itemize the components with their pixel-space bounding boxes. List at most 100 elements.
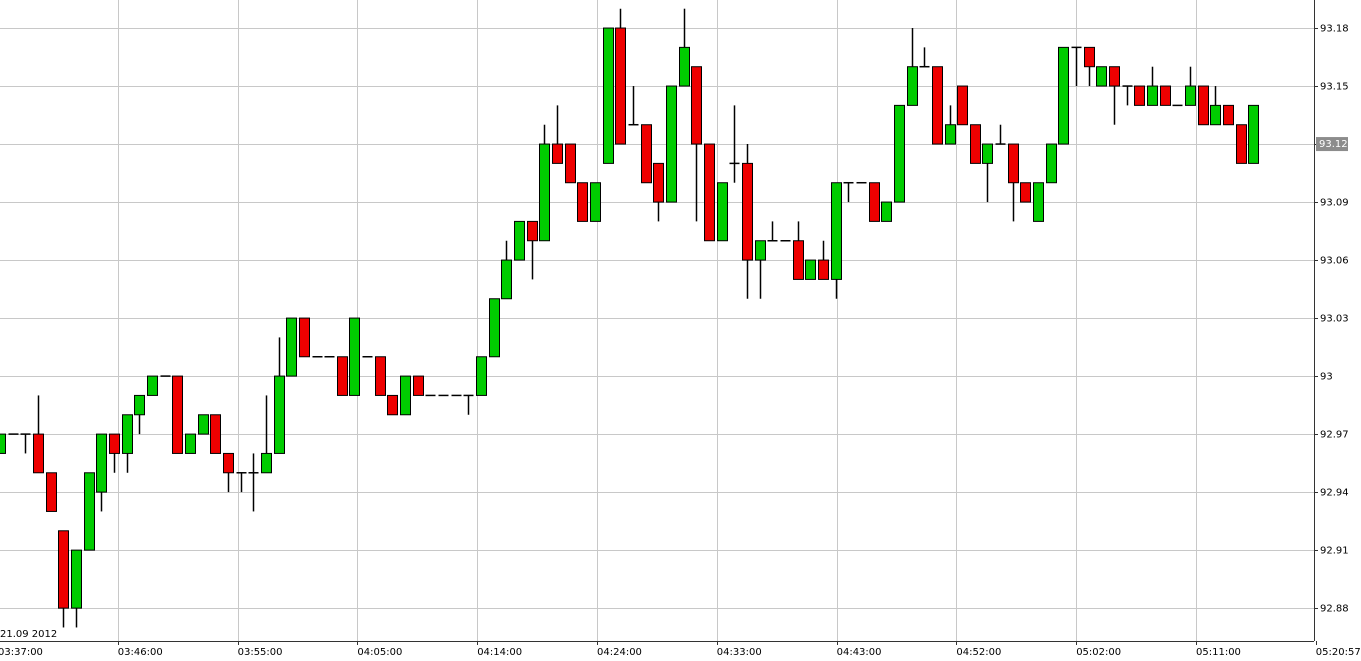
candle-body: [1198, 85, 1209, 126]
y-tick-label: 92.88: [1320, 604, 1349, 615]
candle-body: [1084, 46, 1095, 68]
candle-body: [1248, 104, 1259, 164]
candle-body: [666, 85, 677, 203]
candle-body: [96, 433, 107, 493]
y-tick-label: 92.94: [1320, 488, 1349, 499]
candle-body: [1033, 182, 1044, 222]
candle-body: [1134, 85, 1145, 106]
candle-body: [223, 452, 234, 474]
candle-body: [84, 472, 95, 551]
x-tick-label: 04:05:00: [357, 647, 402, 658]
candle-body: [577, 182, 588, 222]
x-tick-label: 04:14:00: [477, 647, 522, 658]
candle-body: [1008, 143, 1019, 184]
candle-body: [185, 433, 196, 454]
candle-body: [755, 240, 766, 261]
candle-body: [552, 143, 563, 164]
candle-body: [717, 182, 728, 242]
candle-body: [742, 162, 753, 261]
candle-body: [539, 143, 550, 242]
candle-body: [514, 220, 525, 261]
candle-body: [413, 375, 424, 396]
candle-body: [58, 530, 69, 609]
y-tick-label: 92.91: [1320, 546, 1349, 557]
candle-body: [337, 356, 348, 396]
candle-body: [527, 220, 538, 242]
candle-body: [274, 375, 285, 454]
candle-body: [831, 182, 842, 280]
candle-body: [134, 394, 145, 416]
candle-body: [1210, 104, 1221, 126]
candle-body: [286, 317, 297, 377]
candle-body: [894, 104, 905, 203]
candle-body: [641, 124, 652, 184]
candle-body: [1147, 85, 1158, 106]
y-tick-label: 93.18: [1320, 24, 1349, 35]
candle-body: [907, 66, 918, 106]
candle-body: [881, 201, 892, 222]
last-price-label: 93.12: [1319, 139, 1348, 150]
x-tick-label: 03:46:00: [118, 647, 163, 658]
candle-body: [1160, 85, 1171, 106]
candle-body: [653, 162, 664, 203]
candle-body: [261, 452, 272, 474]
x-tick-label: 05:02:00: [1076, 647, 1121, 658]
candle-body: [147, 375, 158, 396]
x-tick-label: 04:52:00: [956, 647, 1001, 658]
x-tick-label: 03:37:00: [0, 647, 43, 658]
x-tick-label: 05:11:00: [1196, 647, 1241, 658]
candle-body: [590, 182, 601, 222]
x-tick-label: 04:43:00: [837, 647, 882, 658]
candle-body: [210, 414, 221, 454]
candle-body: [982, 143, 993, 164]
date-label: 21.09 2012: [0, 629, 57, 640]
candle-body: [615, 27, 626, 145]
candle-body: [33, 433, 44, 474]
candle-body: [970, 124, 981, 164]
candle-body: [0, 433, 6, 454]
candle-body: [299, 317, 310, 358]
candle-body: [1223, 104, 1234, 126]
candle-body: [1109, 66, 1120, 87]
candle-body: [387, 394, 398, 416]
y-tick-label: 92.97: [1320, 430, 1349, 441]
candle-body: [679, 46, 690, 87]
candle-body: [476, 356, 487, 396]
candle-body: [1020, 182, 1031, 203]
candle-body: [46, 472, 57, 512]
candle-body: [1046, 143, 1057, 184]
candle-body: [704, 143, 715, 242]
candle-body: [172, 375, 183, 454]
candle-body: [489, 298, 500, 358]
candle-body: [400, 375, 411, 416]
y-tick-label: 93.06: [1320, 256, 1349, 267]
candle-body: [1236, 124, 1247, 164]
candle-body: [501, 259, 512, 300]
candle-body: [565, 143, 576, 184]
candle-body: [932, 66, 943, 145]
x-tick-label: 03:55:00: [238, 647, 283, 658]
last-price-box: [1316, 137, 1348, 152]
candle-body: [691, 66, 702, 145]
y-tick-label: 93.03: [1320, 314, 1349, 325]
candle-body: [1096, 66, 1107, 87]
x-tick-label: 05:20:57: [1316, 647, 1361, 658]
candle-body: [122, 414, 133, 454]
candle-body: [945, 124, 956, 145]
candle-body: [603, 27, 614, 164]
candle-body: [375, 356, 386, 396]
candle-body: [1185, 85, 1196, 106]
candle-body: [818, 259, 829, 280]
x-tick-label: 04:24:00: [597, 647, 642, 658]
y-tick-label: 93: [1320, 372, 1333, 383]
candle-body: [793, 240, 804, 280]
candle-body: [349, 317, 360, 396]
candle-body: [71, 549, 82, 609]
candle-body: [957, 85, 968, 126]
candle-body: [869, 182, 880, 222]
candle-body: [1058, 46, 1069, 145]
candle-body: [198, 414, 209, 435]
x-tick-label: 04:33:00: [717, 647, 762, 658]
candle-body: [805, 259, 816, 280]
